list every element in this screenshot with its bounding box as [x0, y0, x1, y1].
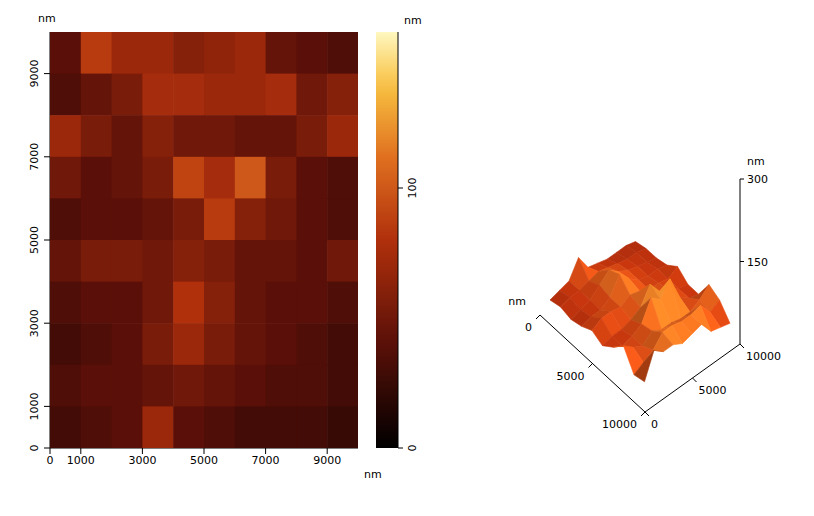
svg-text:9000: 9000 — [28, 60, 41, 88]
svg-text:3000: 3000 — [28, 309, 41, 337]
svg-text:1000: 1000 — [67, 454, 95, 467]
svg-text:7000: 7000 — [28, 143, 41, 171]
svg-text:10000: 10000 — [602, 418, 637, 431]
svg-text:0: 0 — [47, 454, 54, 467]
svg-text:7000: 7000 — [252, 454, 280, 467]
svg-text:nm: nm — [364, 468, 382, 481]
svg-text:5000: 5000 — [190, 454, 218, 467]
svg-text:nm: nm — [508, 295, 526, 308]
svg-text:3000: 3000 — [128, 454, 156, 467]
svg-text:5000: 5000 — [699, 384, 727, 397]
svg-text:5000: 5000 — [28, 226, 41, 254]
svg-text:150: 150 — [747, 256, 768, 269]
svg-text:100: 100 — [406, 178, 419, 199]
svg-text:300: 300 — [747, 173, 768, 186]
svg-text:1000: 1000 — [28, 392, 41, 420]
svg-text:nm: nm — [38, 12, 56, 25]
svg-text:10000: 10000 — [746, 350, 781, 363]
svg-text:nm: nm — [404, 14, 422, 27]
svg-text:nm: nm — [747, 155, 765, 168]
svg-text:0: 0 — [651, 418, 658, 431]
svg-text:5000: 5000 — [557, 370, 585, 383]
svg-text:0: 0 — [28, 445, 41, 452]
svg-text:9000: 9000 — [313, 454, 341, 467]
svg-text:0: 0 — [406, 445, 419, 452]
svg-text:0: 0 — [525, 321, 532, 334]
